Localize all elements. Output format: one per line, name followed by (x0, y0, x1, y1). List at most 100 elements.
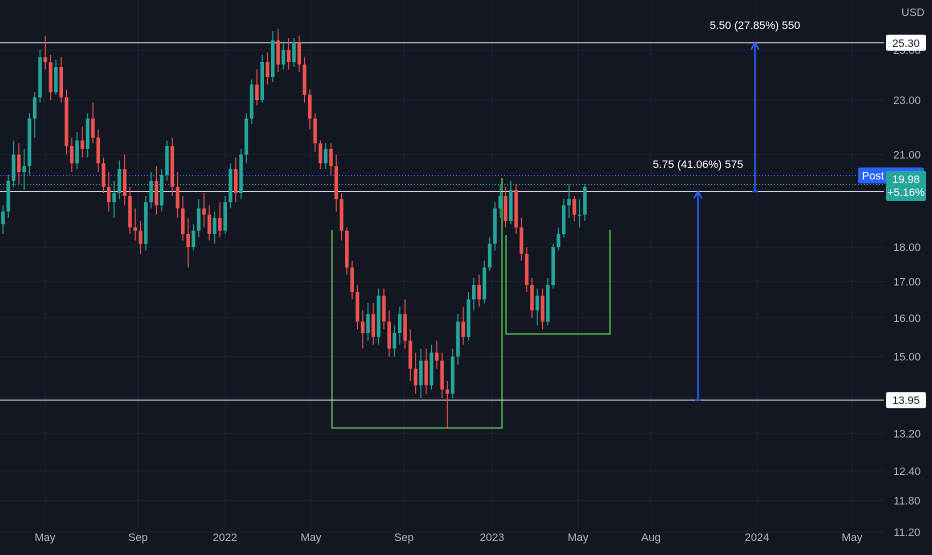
candle-body (503, 196, 508, 222)
candle (345, 227, 349, 275)
candle (85, 113, 90, 158)
candle (397, 306, 402, 345)
measure-arrow[interactable]: 5.50 (27.85%) 550 (710, 20, 801, 193)
candle-body (144, 202, 148, 244)
level-badge-text: 25.30 (892, 38, 920, 50)
candle-body (308, 94, 312, 119)
candle (69, 137, 74, 173)
candle (43, 35, 48, 70)
last-price-change: +5.16% (887, 187, 925, 199)
candle-body (191, 230, 196, 248)
candle (493, 202, 497, 251)
candle (382, 288, 386, 330)
candle (350, 260, 354, 300)
candle (128, 186, 132, 234)
candle-body (154, 180, 159, 206)
x-tick-label: Sep (128, 532, 148, 544)
candle-body (281, 49, 286, 65)
candle-body (440, 360, 444, 390)
candle-body (138, 230, 143, 244)
measure-label: 5.50 (27.85%) 550 (710, 20, 801, 32)
candle (96, 129, 101, 173)
x-tick-label: 2024 (745, 532, 769, 544)
x-tick-label: May (301, 532, 322, 544)
candle (355, 284, 360, 330)
candle (17, 143, 21, 184)
measure-arrow-head (693, 189, 703, 199)
candle-body (302, 64, 307, 95)
candle-body (54, 66, 58, 93)
candle-body (535, 295, 540, 311)
candle (339, 192, 344, 241)
candle-body (482, 267, 487, 300)
candle-body (397, 314, 402, 334)
candle-body (32, 97, 37, 119)
candle-body (196, 208, 201, 231)
candle-body (450, 356, 455, 394)
candle-body (572, 199, 577, 215)
candle (567, 183, 571, 218)
last-price-badge: 19.98+5.16% (886, 171, 926, 201)
candle (133, 208, 138, 241)
measure-arrow[interactable]: 5.75 (41.06%) 575 (653, 159, 744, 401)
candle-body (149, 180, 153, 203)
candle-body (255, 84, 259, 100)
candle-body (80, 140, 85, 149)
candle-body (355, 292, 360, 322)
candle-body (366, 314, 370, 334)
candle-body (561, 205, 566, 234)
candle-body (392, 333, 397, 349)
candle (360, 310, 365, 349)
candle (445, 381, 450, 429)
axes: USD May Sep 2022 May Sep 2023 May Aug 2024 May 11.… (35, 7, 925, 544)
candle-body (318, 143, 323, 164)
candle-body (360, 321, 365, 334)
candle (255, 69, 259, 106)
candle-body (228, 169, 233, 203)
candle (244, 113, 249, 164)
y-tick-label: 21.00 (893, 150, 921, 162)
y-tick-label: 18.00 (893, 242, 921, 254)
candle (461, 306, 466, 345)
candle-body (133, 227, 138, 231)
candle-body (117, 169, 122, 193)
candle (540, 288, 545, 330)
candle-body (577, 214, 582, 216)
candle (535, 288, 540, 326)
candle-body (43, 57, 48, 63)
candle-body (524, 253, 529, 285)
candle-body (387, 321, 391, 349)
base-zone-right (505, 230, 611, 335)
candle (440, 352, 444, 398)
y-tick-label: 16.00 (893, 313, 921, 325)
candle-body (408, 340, 413, 369)
candle (292, 38, 296, 67)
y-tick-label: 13.20 (893, 428, 921, 440)
candle (223, 196, 227, 234)
candle (376, 288, 381, 345)
candle (530, 277, 534, 318)
candle-body (233, 169, 238, 193)
y-tick-label: 17.00 (893, 276, 921, 288)
x-tick-label: Aug (641, 532, 661, 544)
candle (249, 79, 254, 124)
candle-body (239, 154, 243, 193)
measure-arrow-head (750, 41, 760, 51)
candle-body (477, 284, 481, 300)
candle (387, 310, 391, 357)
candle-body (181, 208, 185, 234)
candle (80, 126, 85, 158)
candle (466, 292, 471, 341)
candle (48, 54, 53, 100)
candle (170, 137, 175, 197)
candle (561, 199, 566, 238)
candle-body (376, 295, 381, 337)
candle-body (48, 62, 53, 93)
candle (424, 348, 428, 394)
candle-body (493, 208, 497, 244)
candle-body (207, 214, 212, 234)
candle (1, 205, 5, 234)
measure-arrows: 5.50 (27.85%) 550 5.75 (41.06%) 575 (653, 20, 801, 401)
